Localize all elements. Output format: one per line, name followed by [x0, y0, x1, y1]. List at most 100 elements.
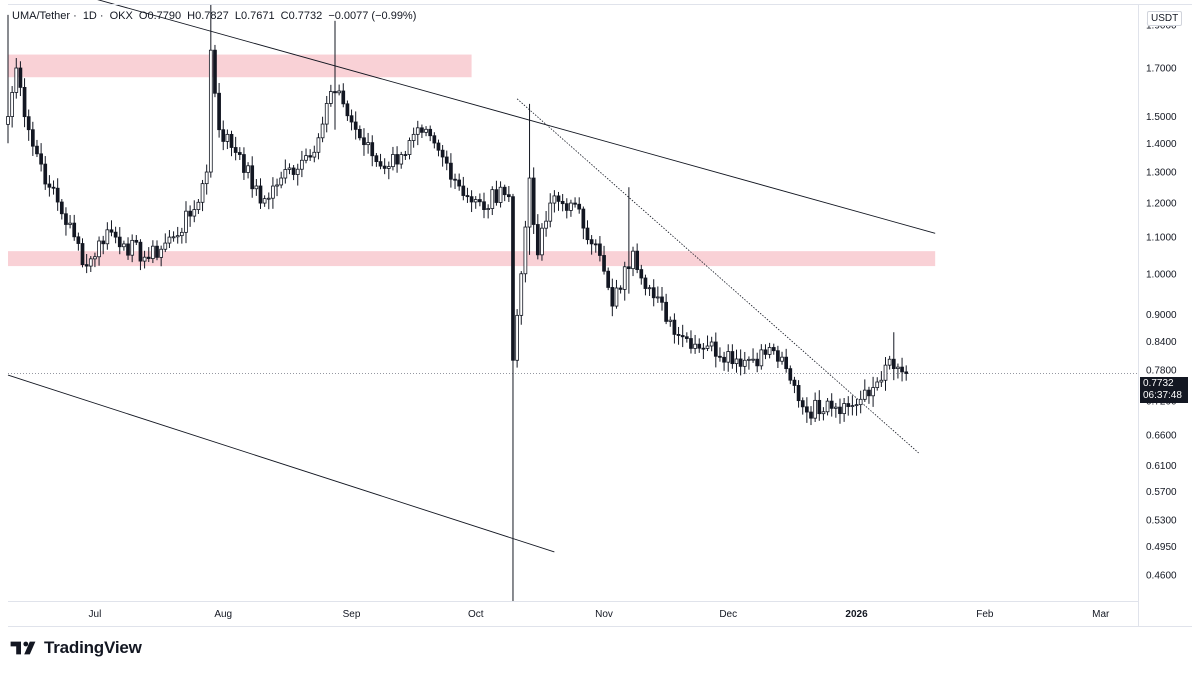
candle[interactable] [242, 147, 246, 180]
candle[interactable] [763, 344, 768, 360]
candle[interactable] [221, 120, 226, 151]
tradingview-logo[interactable]: TradingView [10, 638, 142, 658]
candle[interactable] [598, 236, 602, 262]
candle[interactable] [693, 334, 697, 354]
candle[interactable] [473, 196, 478, 209]
candle[interactable] [93, 252, 97, 268]
candle[interactable] [14, 58, 19, 99]
candle[interactable] [184, 201, 188, 244]
candle[interactable] [776, 345, 780, 369]
currency-label[interactable]: USDT [1147, 11, 1183, 26]
candle[interactable] [159, 245, 163, 267]
candle[interactable] [647, 284, 652, 296]
candle[interactable] [320, 116, 325, 143]
candle[interactable] [585, 220, 590, 245]
candle[interactable] [126, 237, 130, 260]
candle[interactable] [432, 132, 437, 149]
candle[interactable] [349, 109, 354, 131]
candle[interactable] [531, 167, 536, 234]
candle[interactable] [109, 220, 114, 237]
candle[interactable] [188, 205, 192, 227]
candle[interactable] [672, 313, 677, 344]
candle[interactable] [709, 336, 714, 352]
trendline-3[interactable] [516, 98, 919, 454]
candle[interactable] [64, 207, 68, 236]
candle[interactable] [457, 173, 462, 191]
candle[interactable] [258, 178, 263, 209]
candle[interactable] [76, 232, 81, 251]
candle[interactable] [59, 199, 64, 220]
candle[interactable] [465, 187, 470, 203]
candle[interactable] [593, 239, 598, 253]
resistance-zone-2[interactable] [8, 251, 936, 267]
candle[interactable] [382, 158, 387, 175]
candle[interactable] [490, 186, 495, 216]
candle[interactable] [424, 126, 428, 137]
candle[interactable] [436, 139, 441, 157]
candle[interactable] [440, 145, 445, 167]
candle[interactable] [113, 226, 118, 244]
candle[interactable] [39, 143, 43, 172]
candle[interactable] [805, 397, 809, 423]
candle[interactable] [341, 83, 346, 108]
candle[interactable] [697, 338, 702, 353]
candle[interactable] [817, 390, 822, 421]
candle[interactable] [415, 120, 420, 146]
candle[interactable] [796, 380, 801, 408]
trendline-1[interactable] [83, 0, 936, 234]
candle[interactable] [788, 365, 793, 385]
candle[interactable] [151, 240, 155, 264]
candle[interactable] [842, 397, 846, 422]
candle[interactable] [829, 393, 834, 417]
candle[interactable] [287, 163, 292, 175]
candle[interactable] [631, 246, 635, 277]
candle[interactable] [552, 190, 557, 213]
candle[interactable] [35, 139, 39, 158]
candle[interactable] [511, 193, 515, 601]
candle[interactable] [825, 398, 830, 416]
candle[interactable] [155, 240, 159, 261]
candle[interactable] [420, 124, 424, 138]
candle[interactable] [767, 342, 772, 359]
candle[interactable] [622, 261, 627, 301]
candle[interactable] [759, 344, 764, 370]
candle[interactable] [900, 357, 904, 382]
candle[interactable] [208, 5, 213, 178]
candle[interactable] [304, 148, 308, 164]
candle[interactable] [117, 227, 122, 255]
candle[interactable] [871, 376, 875, 407]
candle[interactable] [544, 211, 548, 237]
candle[interactable] [560, 193, 565, 212]
candle[interactable] [656, 286, 660, 303]
candle[interactable] [718, 347, 722, 362]
candle[interactable] [175, 226, 180, 244]
candle[interactable] [742, 351, 747, 375]
candle[interactable] [291, 165, 296, 181]
candle[interactable] [80, 238, 85, 268]
candle[interactable] [84, 254, 89, 274]
candle[interactable] [486, 204, 490, 219]
candle[interactable] [204, 164, 209, 195]
candle[interactable] [329, 84, 333, 107]
candle[interactable] [891, 332, 896, 381]
candle[interactable] [896, 363, 900, 379]
candle[interactable] [333, 20, 337, 130]
candle[interactable] [391, 146, 395, 171]
resistance-zone-1[interactable] [8, 54, 472, 78]
candle[interactable] [449, 153, 453, 188]
candle[interactable] [635, 243, 640, 274]
candle[interactable] [366, 132, 370, 154]
candle[interactable] [250, 156, 255, 198]
candle[interactable] [627, 187, 631, 294]
candle[interactable] [639, 264, 644, 285]
candle[interactable] [664, 293, 668, 325]
candle[interactable] [237, 147, 242, 160]
candle[interactable] [800, 397, 805, 415]
trendlines[interactable] [7, 0, 936, 553]
candle[interactable] [738, 349, 743, 376]
candle[interactable] [610, 278, 615, 317]
candle[interactable] [192, 200, 197, 223]
candle[interactable] [10, 86, 14, 128]
candle[interactable] [362, 128, 366, 156]
candle[interactable] [353, 111, 358, 140]
